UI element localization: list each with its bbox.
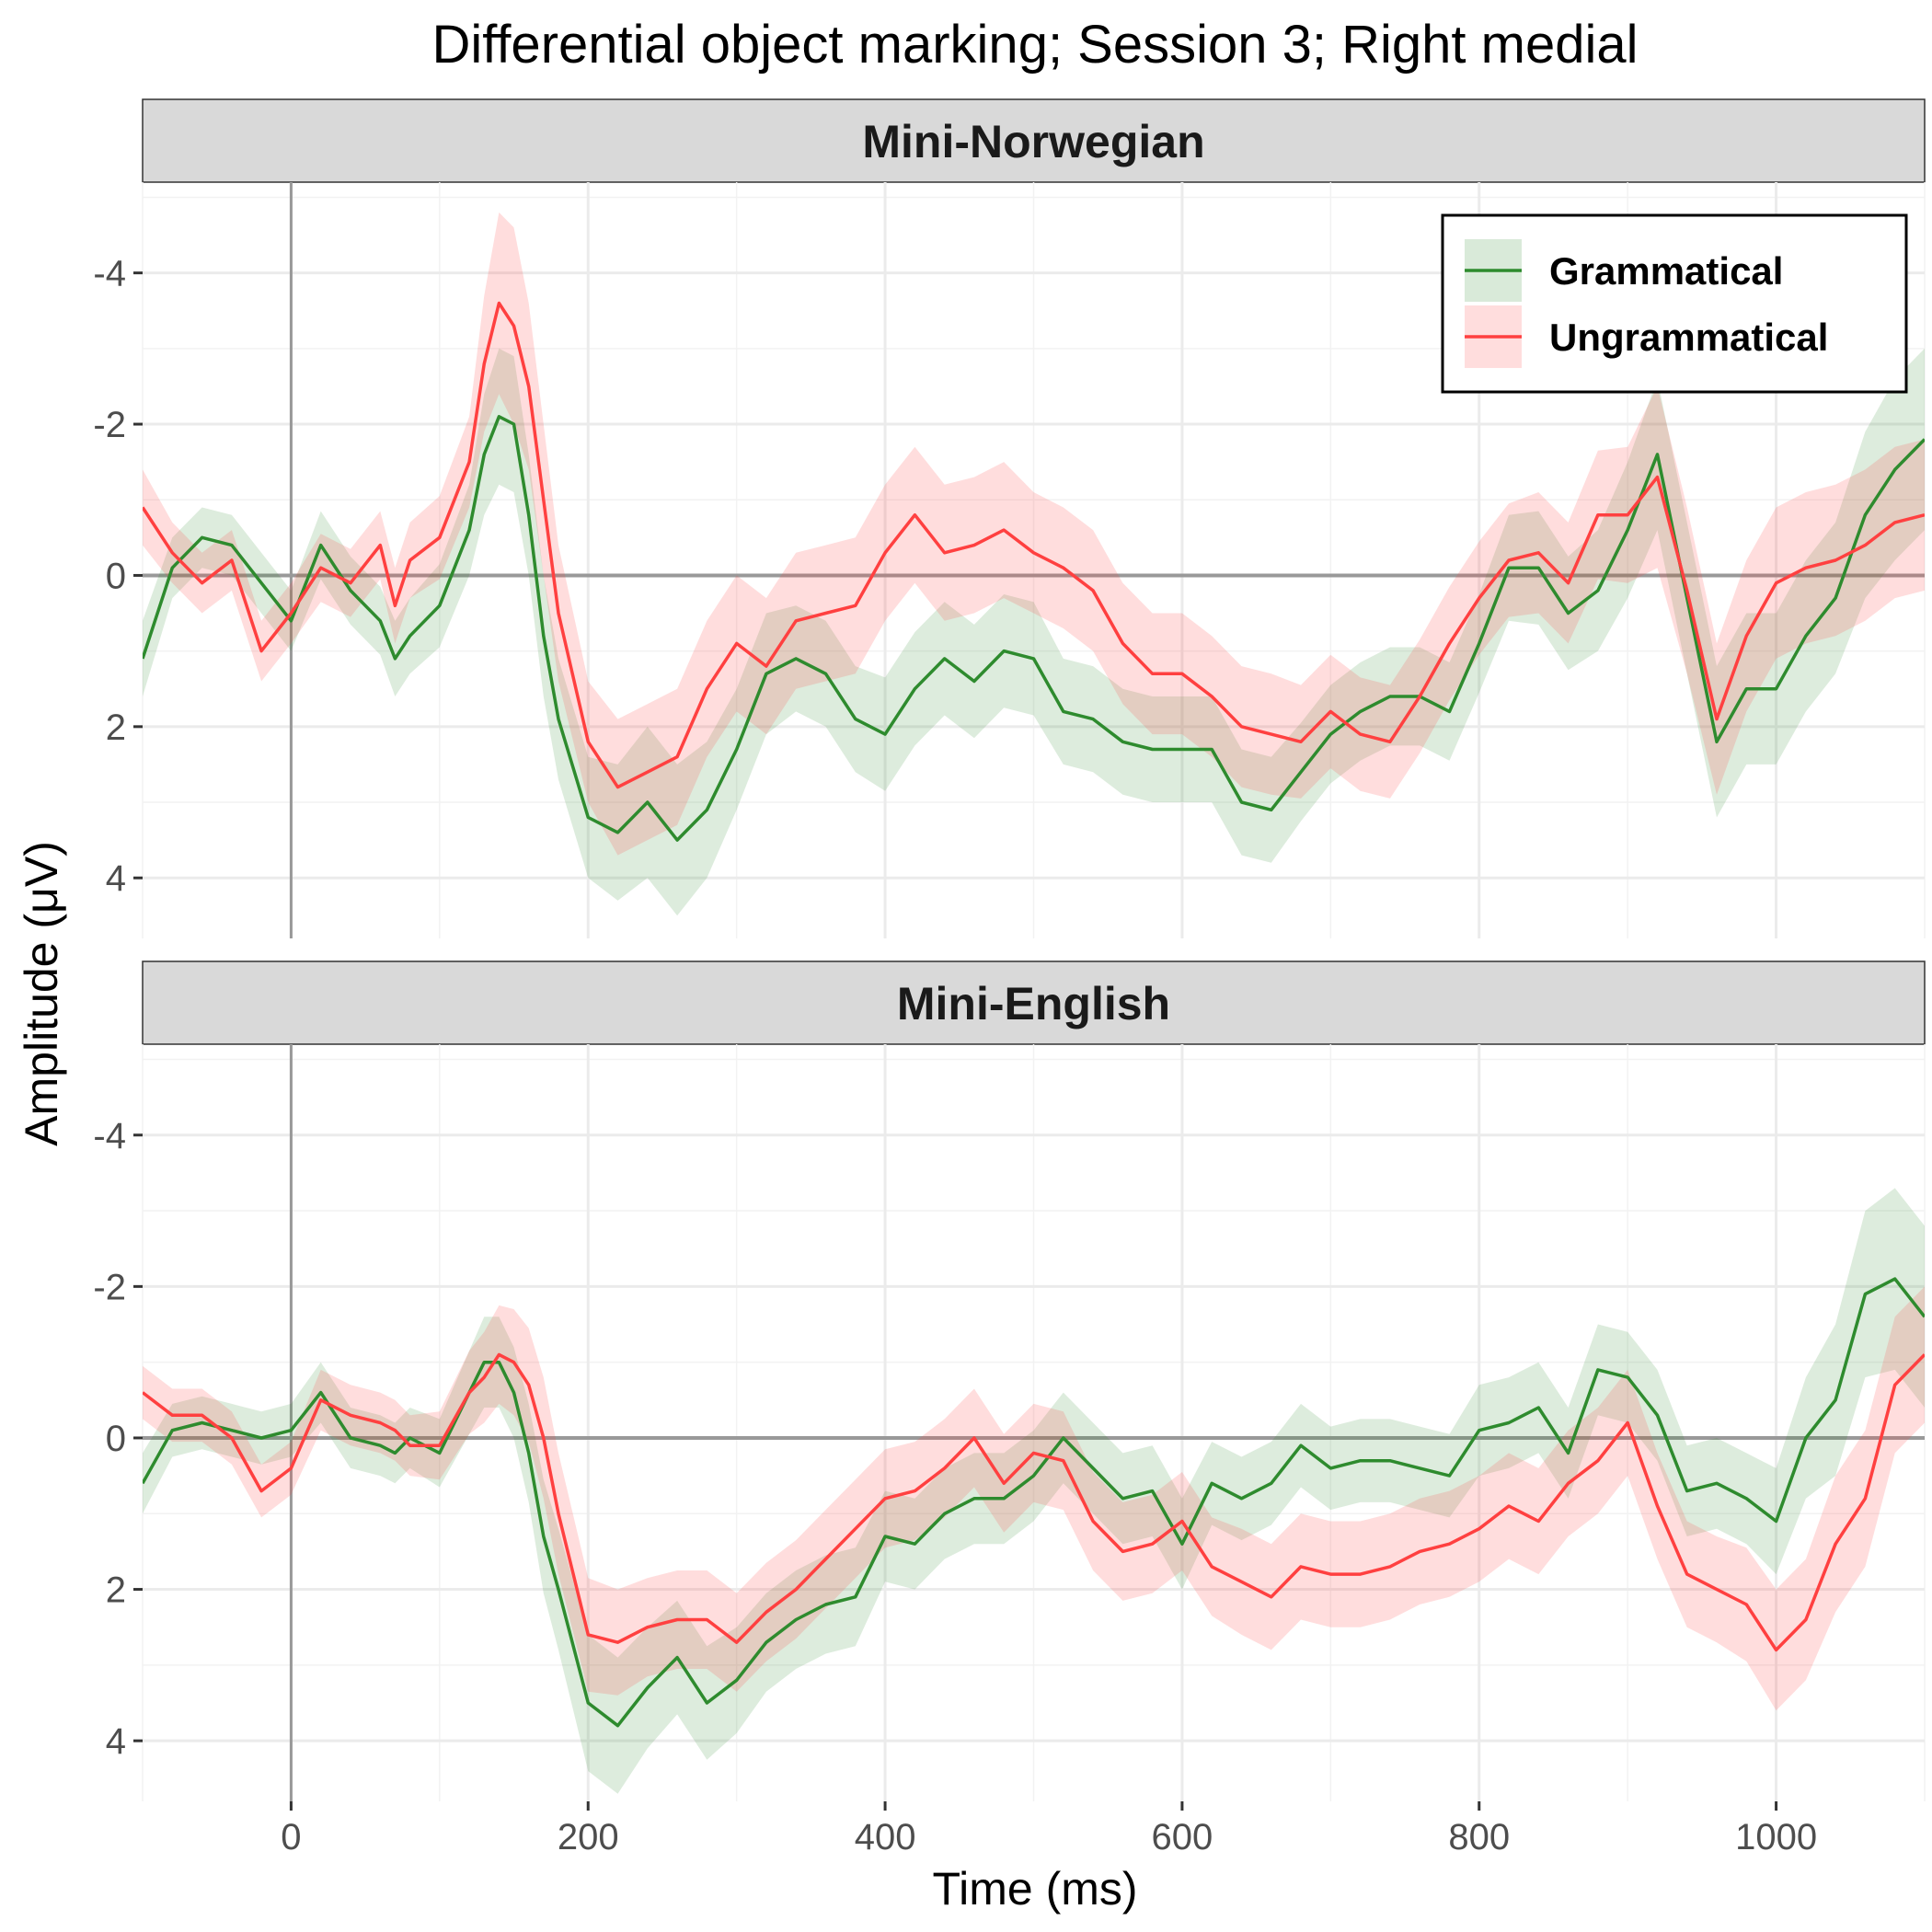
y-axis-title: Amplitude (μV): [16, 841, 67, 1146]
line-grammatical: [143, 415, 1925, 842]
legend-item-grammatical: Grammatical: [1465, 239, 1783, 302]
line-ungrammatical: [143, 301, 1925, 789]
chart-title: Differential object marking; Session 3; …: [431, 15, 1638, 75]
panels-group: Mini-Norwegian -4 -2 0 2 4 Mini-English -4 -2 0 2 4…: [93, 98, 1926, 1857]
legend-item-ungrammatical: Ungrammatical: [1465, 305, 1828, 368]
legend-label: Grammatical: [1549, 249, 1783, 293]
x-tick-label: 200: [558, 1817, 619, 1857]
legend: Grammatical Ungrammatical: [1441, 213, 1908, 394]
y-tick-label: -4: [93, 254, 126, 294]
y-tick-label: 0: [106, 1419, 126, 1459]
y-tick-label: 0: [106, 556, 126, 596]
ribbon-grammatical: [143, 348, 1925, 916]
y-tick-label: -2: [93, 405, 126, 445]
series-group: [143, 1188, 1925, 1794]
line-ungrammatical: [143, 1352, 1925, 1652]
panel-1: Mini-English -4 -2 0 2 4: [93, 960, 1926, 1801]
y-tick-label: 2: [106, 707, 126, 748]
panel-strip: [142, 98, 1926, 183]
legend-label: Ungrammatical: [1549, 316, 1828, 359]
x-tick-label: 1000: [1735, 1817, 1817, 1857]
series-group: [143, 212, 1925, 916]
ribbon-ungrammatical: [143, 212, 1925, 856]
y-tick-label: -4: [93, 1116, 126, 1156]
y-tick-label: 4: [106, 858, 126, 899]
y-tick-label: 4: [106, 1721, 126, 1762]
x-axis-title: Time (ms): [932, 1863, 1137, 1915]
x-tick-label: 800: [1448, 1817, 1510, 1857]
x-tick-label: 600: [1152, 1817, 1213, 1857]
x-tick-label: 0: [281, 1817, 301, 1857]
panel-0: Mini-Norwegian -4 -2 0 2 4: [93, 98, 1926, 938]
ribbon-ungrammatical: [143, 1286, 1925, 1711]
legend-box: [1441, 213, 1908, 394]
panel-strip: [142, 960, 1926, 1045]
x-axis: 0 200 400 600 800 1000: [281, 1801, 1817, 1857]
line-grammatical: [143, 1277, 1925, 1728]
panel-strip-label: Mini-English: [897, 978, 1170, 1029]
x-tick-label: 400: [855, 1817, 916, 1857]
y-tick-label: 2: [106, 1570, 126, 1611]
panel-strip-label: Mini-Norwegian: [862, 116, 1204, 167]
ribbon-grammatical: [143, 1188, 1925, 1794]
y-tick-label: -2: [93, 1267, 126, 1307]
